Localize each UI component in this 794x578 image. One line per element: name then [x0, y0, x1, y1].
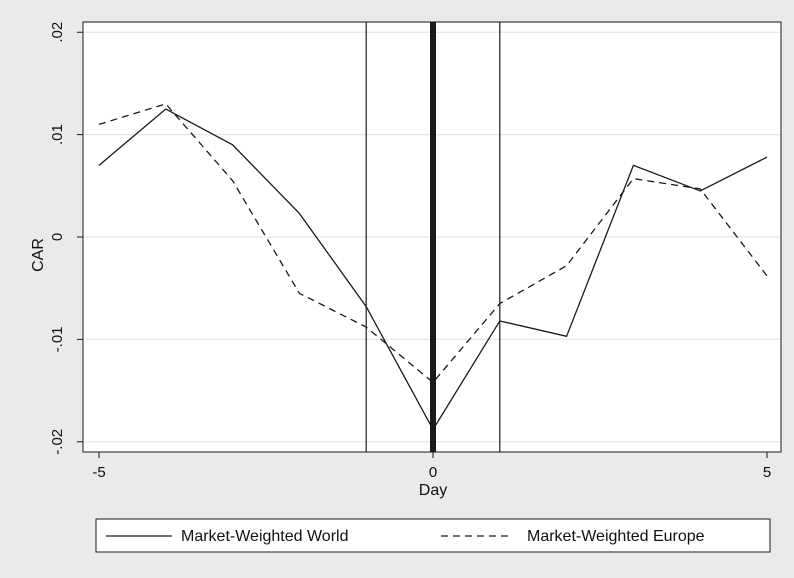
series-line-1 — [98, 103, 768, 384]
y-tick-label-4: .02 — [49, 22, 66, 43]
axes: -.02 -.01 0 .01 .02 -5 0 5 — [49, 22, 771, 481]
series-layer — [98, 103, 768, 431]
y-tick-label-2: 0 — [49, 233, 66, 241]
legend-box — [95, 518, 771, 553]
y-tick-label-3: .01 — [49, 124, 66, 145]
y-axis-title: CAR — [30, 238, 47, 272]
legend-label-world: Market-Weighted World — [181, 528, 348, 545]
y-tick-label-0: -.02 — [49, 429, 66, 455]
x-tick-label-1: 0 — [429, 464, 437, 481]
legend-label-europe: Market-Weighted Europe — [527, 528, 705, 545]
legend: Market-Weighted World Market-Weighted Eu… — [95, 518, 771, 553]
y-tick-label-1: -.01 — [49, 326, 66, 352]
reference-lines — [365, 22, 501, 452]
x-tick-label-2: 5 — [763, 464, 771, 481]
x-tick-label-0: -5 — [92, 464, 105, 481]
x-axis-title: Day — [419, 482, 447, 499]
series-line-0 — [98, 108, 768, 431]
